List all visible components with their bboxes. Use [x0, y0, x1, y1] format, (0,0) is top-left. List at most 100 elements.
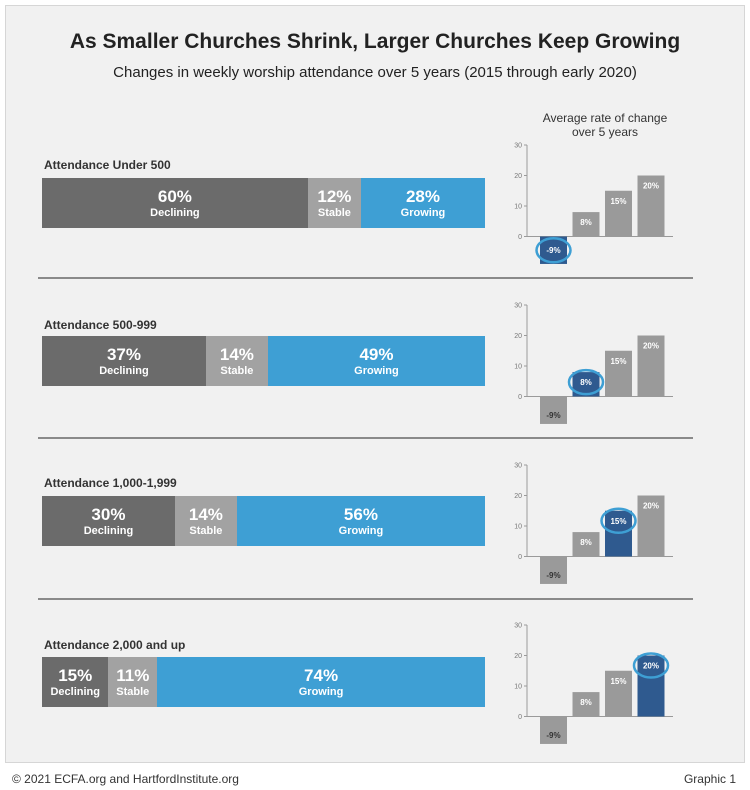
segment-value-label: 60%: [157, 186, 192, 206]
chart-subtitle: Changes in weekly worship attendance ove…: [113, 64, 637, 81]
segment-category-label: Declining: [83, 524, 134, 537]
segment-category-label: Declining: [150, 206, 200, 219]
bar-segment-stable: 14% Stable: [174, 496, 237, 546]
bar-segment-stable: 11% Stable: [108, 657, 158, 707]
rate-bar: [637, 655, 665, 717]
stacked-bar-1000-1999: 30% Declining 14% Stable 56% Growing: [42, 496, 485, 546]
rate-chart-1000-1999: 0 10 20 30 -9% 8% 15% 20%: [514, 463, 673, 584]
bar-segment-declining: 15% Declining: [42, 657, 109, 707]
rate-bar-label: 15%: [610, 517, 626, 526]
y-tick-label: 30: [514, 143, 522, 150]
rate-bar-label: 20%: [643, 662, 659, 671]
rate-bar: [572, 692, 600, 717]
graphic-number: Graphic 1: [683, 772, 736, 786]
rate-bar: [637, 495, 665, 557]
segment-category-label: Stable: [189, 524, 223, 537]
segment-category-label: Growing: [298, 685, 344, 698]
y-tick-label: 10: [514, 364, 522, 371]
rate-bar-label: 8%: [580, 538, 592, 547]
stacked-bar-2000-up: 15% Declining 11% Stable 74% Growing: [42, 657, 485, 707]
bar-segment-growing: 49% Growing: [267, 336, 485, 386]
y-tick-label: 30: [514, 303, 522, 310]
rate-bar-label: 20%: [643, 342, 659, 351]
section-label-under-500: Attendance Under 500: [44, 158, 171, 172]
y-tick-label: 20: [514, 493, 522, 500]
bar-segment-declining: 37% Declining: [42, 336, 206, 386]
chart-title: As Smaller Churches Shrink, Larger Churc…: [69, 30, 681, 53]
section-label-1000-1999: Attendance 1,000-1,999: [44, 476, 177, 490]
rate-bar: [605, 190, 632, 237]
y-tick-label: 20: [514, 653, 522, 660]
y-tick-label: 0: [518, 234, 522, 241]
segment-value-label: 28%: [405, 186, 440, 206]
segment-value-label: 56%: [343, 504, 378, 524]
y-tick-label: 10: [514, 204, 522, 211]
rate-bar-label: 8%: [580, 378, 592, 387]
rate-bar: [540, 396, 567, 424]
segment-category-label: Growing: [354, 364, 399, 377]
rate-bar-label: -9%: [546, 571, 560, 580]
highlight-circle: [535, 236, 572, 264]
bar-segment-stable: 12% Stable: [307, 178, 361, 228]
stacked-bar-under-500: 60% Declining 12% Stable 28% Growing: [42, 178, 485, 228]
rate-bar-label: 15%: [610, 357, 626, 366]
bar-segment-declining: 60% Declining: [42, 178, 308, 228]
y-tick-label: 0: [518, 714, 522, 721]
segment-value-label: 30%: [91, 504, 126, 524]
section-divider: [38, 277, 693, 279]
stacked-bar-500-999: 37% Declining 14% Stable 49% Growing: [42, 336, 485, 386]
segment-value-label: 15%: [58, 665, 93, 685]
copyright-text: © 2021 ECFA.org and HartfordInstitute.or…: [12, 772, 239, 786]
segment-category-label: Stable: [116, 685, 150, 698]
rate-bar-label: 20%: [643, 502, 659, 511]
rate-bar-label: 15%: [610, 197, 626, 206]
rate-chart-500-999: 0 10 20 30 -9% 8% 15% 20%: [514, 303, 673, 424]
section-divider: [38, 437, 693, 439]
rate-bar: [572, 532, 600, 557]
segment-value-label: 37%: [106, 344, 141, 364]
y-tick-label: 30: [514, 623, 522, 630]
segment-category-label: Declining: [99, 364, 149, 377]
rate-bar-label: 8%: [580, 218, 592, 227]
segment-value-label: 14%: [188, 504, 223, 524]
y-tick-label: 10: [514, 684, 522, 691]
rate-bar-label: -9%: [546, 246, 560, 255]
segment-value-label: 14%: [219, 344, 254, 364]
rate-bar-label: 15%: [610, 677, 626, 686]
section-divider: [38, 598, 693, 600]
rate-chart-under-500: 0 10 20 30 -9% 8% 15% 20%: [514, 143, 673, 264]
highlight-circle: [632, 652, 670, 679]
rate-bar-label: 20%: [643, 182, 659, 191]
mini-chart-title-line1: Average rate of change: [542, 111, 668, 125]
rate-bar: [540, 556, 567, 584]
segment-value-label: 12%: [317, 186, 352, 206]
segment-value-label: 49%: [359, 344, 394, 364]
segment-category-label: Declining: [50, 685, 100, 698]
rate-bar-label: -9%: [546, 411, 560, 420]
rate-bar-label: -9%: [546, 731, 560, 740]
highlight-circle: [567, 368, 605, 396]
section-label-2000-up: Attendance 2,000 and up: [44, 638, 186, 652]
rate-bar: [605, 350, 632, 397]
segment-category-label: Stable: [220, 364, 254, 377]
segment-category-label: Stable: [317, 206, 351, 219]
highlight-circle: [600, 507, 637, 534]
bar-segment-growing: 56% Growing: [236, 496, 485, 546]
y-tick-label: 0: [518, 554, 522, 561]
rate-bar-label: 8%: [580, 698, 592, 707]
y-tick-label: 30: [514, 463, 522, 470]
segment-value-label: 11%: [116, 665, 150, 685]
rate-bar: [637, 335, 665, 397]
mini-chart-title-line2: over 5 years: [571, 125, 639, 139]
segment-value-label: 74%: [304, 665, 339, 685]
segment-category-label: Growing: [338, 524, 384, 537]
bar-segment-growing: 28% Growing: [360, 178, 485, 228]
mini-chart-title: Average rate of change over 5 years: [520, 111, 690, 139]
rate-bar: [540, 716, 567, 744]
bar-segment-stable: 14% Stable: [205, 336, 268, 386]
bar-segment-declining: 30% Declining: [42, 496, 175, 546]
rate-bar: [637, 175, 665, 237]
y-tick-label: 10: [514, 524, 522, 531]
rate-chart-2000-up: 0 10 20 30 -9% 8% 15% 20%: [514, 623, 673, 744]
y-tick-label: 20: [514, 333, 522, 340]
